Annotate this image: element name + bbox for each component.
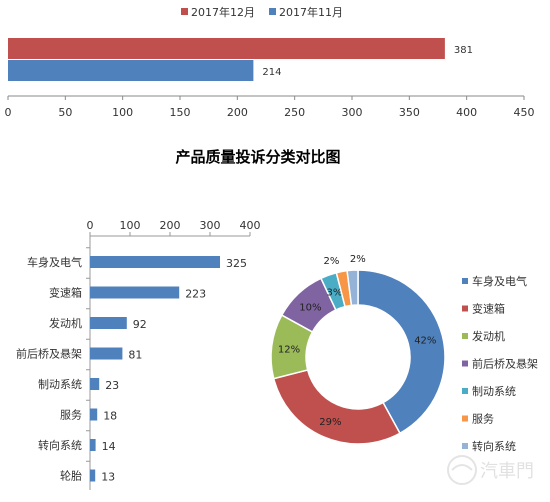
cat-label: 服务 xyxy=(60,409,82,422)
cat-value-label: 13 xyxy=(101,471,115,484)
donut-value-label: 29% xyxy=(319,417,341,428)
top-legend: 2017年12月 2017年11月 xyxy=(181,5,343,19)
cat-bar xyxy=(90,347,123,360)
donut-legend-label: 车身及电气 xyxy=(472,274,527,288)
top-tick-label: 100 xyxy=(112,106,133,119)
top-tick-label: 350 xyxy=(399,106,420,119)
cat-label: 轮胎 xyxy=(60,469,82,483)
cat-tick-label: 300 xyxy=(200,219,221,232)
top-bar xyxy=(8,60,254,81)
chart-title: 产品质量投诉分类对比图 xyxy=(175,148,340,166)
legend-swatch xyxy=(269,8,276,15)
donut-value-label: 3% xyxy=(327,288,343,299)
cat-bar xyxy=(90,317,127,329)
donut-value-label: 10% xyxy=(299,302,321,313)
cat-label: 前后桥及悬架 xyxy=(16,347,82,361)
donut-slice xyxy=(346,269,359,307)
top-tick-label: 150 xyxy=(170,106,191,119)
cat-label: 制动系统 xyxy=(38,378,82,391)
legend-label: 2017年11月 xyxy=(279,5,343,19)
donut-slice xyxy=(357,269,446,435)
cat-bar xyxy=(90,408,98,421)
cat-bar xyxy=(90,469,96,482)
top-tick-label: 400 xyxy=(456,106,477,119)
cat-value-label: 23 xyxy=(105,379,119,392)
cat-label: 变速箱 xyxy=(49,286,82,300)
donut-legend-label: 转向系统 xyxy=(472,439,516,453)
watermark-logo: 汽車門 xyxy=(447,455,534,485)
donut-legend-label: 制动系统 xyxy=(472,385,516,398)
cat-tick-label: 400 xyxy=(240,219,261,232)
cat-bar xyxy=(90,378,100,390)
top-bar-chart: 381 214 0 50 100 150 200 250 300 350 400 450 xyxy=(5,38,535,119)
legend-label: 2017年12月 xyxy=(191,5,255,19)
cat-tick-label: 0 xyxy=(87,219,94,232)
donut-legend-swatch xyxy=(462,443,468,449)
cat-bar xyxy=(90,439,96,451)
top-tick-label: 450 xyxy=(514,106,535,119)
top-tick-label: 300 xyxy=(342,106,363,119)
cat-tick-label: 200 xyxy=(160,219,181,232)
donut-value-label: 2% xyxy=(350,254,366,265)
top-tick-label: 50 xyxy=(58,106,72,119)
donut-legend-label: 发动机 xyxy=(472,329,505,343)
donut-legend-label: 前后桥及悬架 xyxy=(472,357,538,371)
cat-bar xyxy=(90,286,180,299)
top-bar xyxy=(8,38,445,59)
cat-value-label: 223 xyxy=(185,288,206,301)
top-tick-label: 250 xyxy=(284,106,305,119)
donut-value-label: 12% xyxy=(278,344,300,355)
cat-label: 车身及电气 xyxy=(27,255,82,269)
cat-bar xyxy=(90,256,220,268)
cat-value-label: 14 xyxy=(102,440,116,453)
donut-chart: 42% 29% 12% 10% 3% 2% 2% xyxy=(270,254,446,445)
top-bar-label: 381 xyxy=(454,45,473,56)
donut-value-label: 2% xyxy=(324,256,340,267)
top-tick-label: 0 xyxy=(5,106,12,119)
cat-value-label: 18 xyxy=(103,410,117,423)
cat-label: 转向系统 xyxy=(38,438,82,452)
donut-legend-swatch xyxy=(462,360,468,367)
cat-label: 发动机 xyxy=(49,316,82,330)
top-bar-label: 214 xyxy=(262,67,281,78)
top-tick-label: 200 xyxy=(227,106,248,119)
cat-value-label: 325 xyxy=(226,257,247,270)
donut-legend-swatch xyxy=(462,278,468,284)
donut-legend-swatch xyxy=(462,333,468,339)
donut-legend-swatch xyxy=(462,415,468,422)
donut-slice xyxy=(272,369,401,445)
cat-value-label: 81 xyxy=(128,349,142,362)
donut-legend-label: 服务 xyxy=(472,413,494,426)
category-bar-chart: 0 100 200 300 400 车身及电气 325 变速箱 223 发动机 92 前后桥及悬架 81… xyxy=(16,219,261,490)
cat-tick-label: 100 xyxy=(120,219,141,232)
watermark-text: 汽車門 xyxy=(480,461,534,482)
donut-legend-swatch xyxy=(462,305,468,312)
donut-value-label: 42% xyxy=(414,336,436,347)
donut-legend-label: 变速箱 xyxy=(472,302,505,316)
cat-value-label: 92 xyxy=(133,318,147,331)
donut-legend-swatch xyxy=(462,388,468,394)
legend-swatch xyxy=(181,8,188,15)
